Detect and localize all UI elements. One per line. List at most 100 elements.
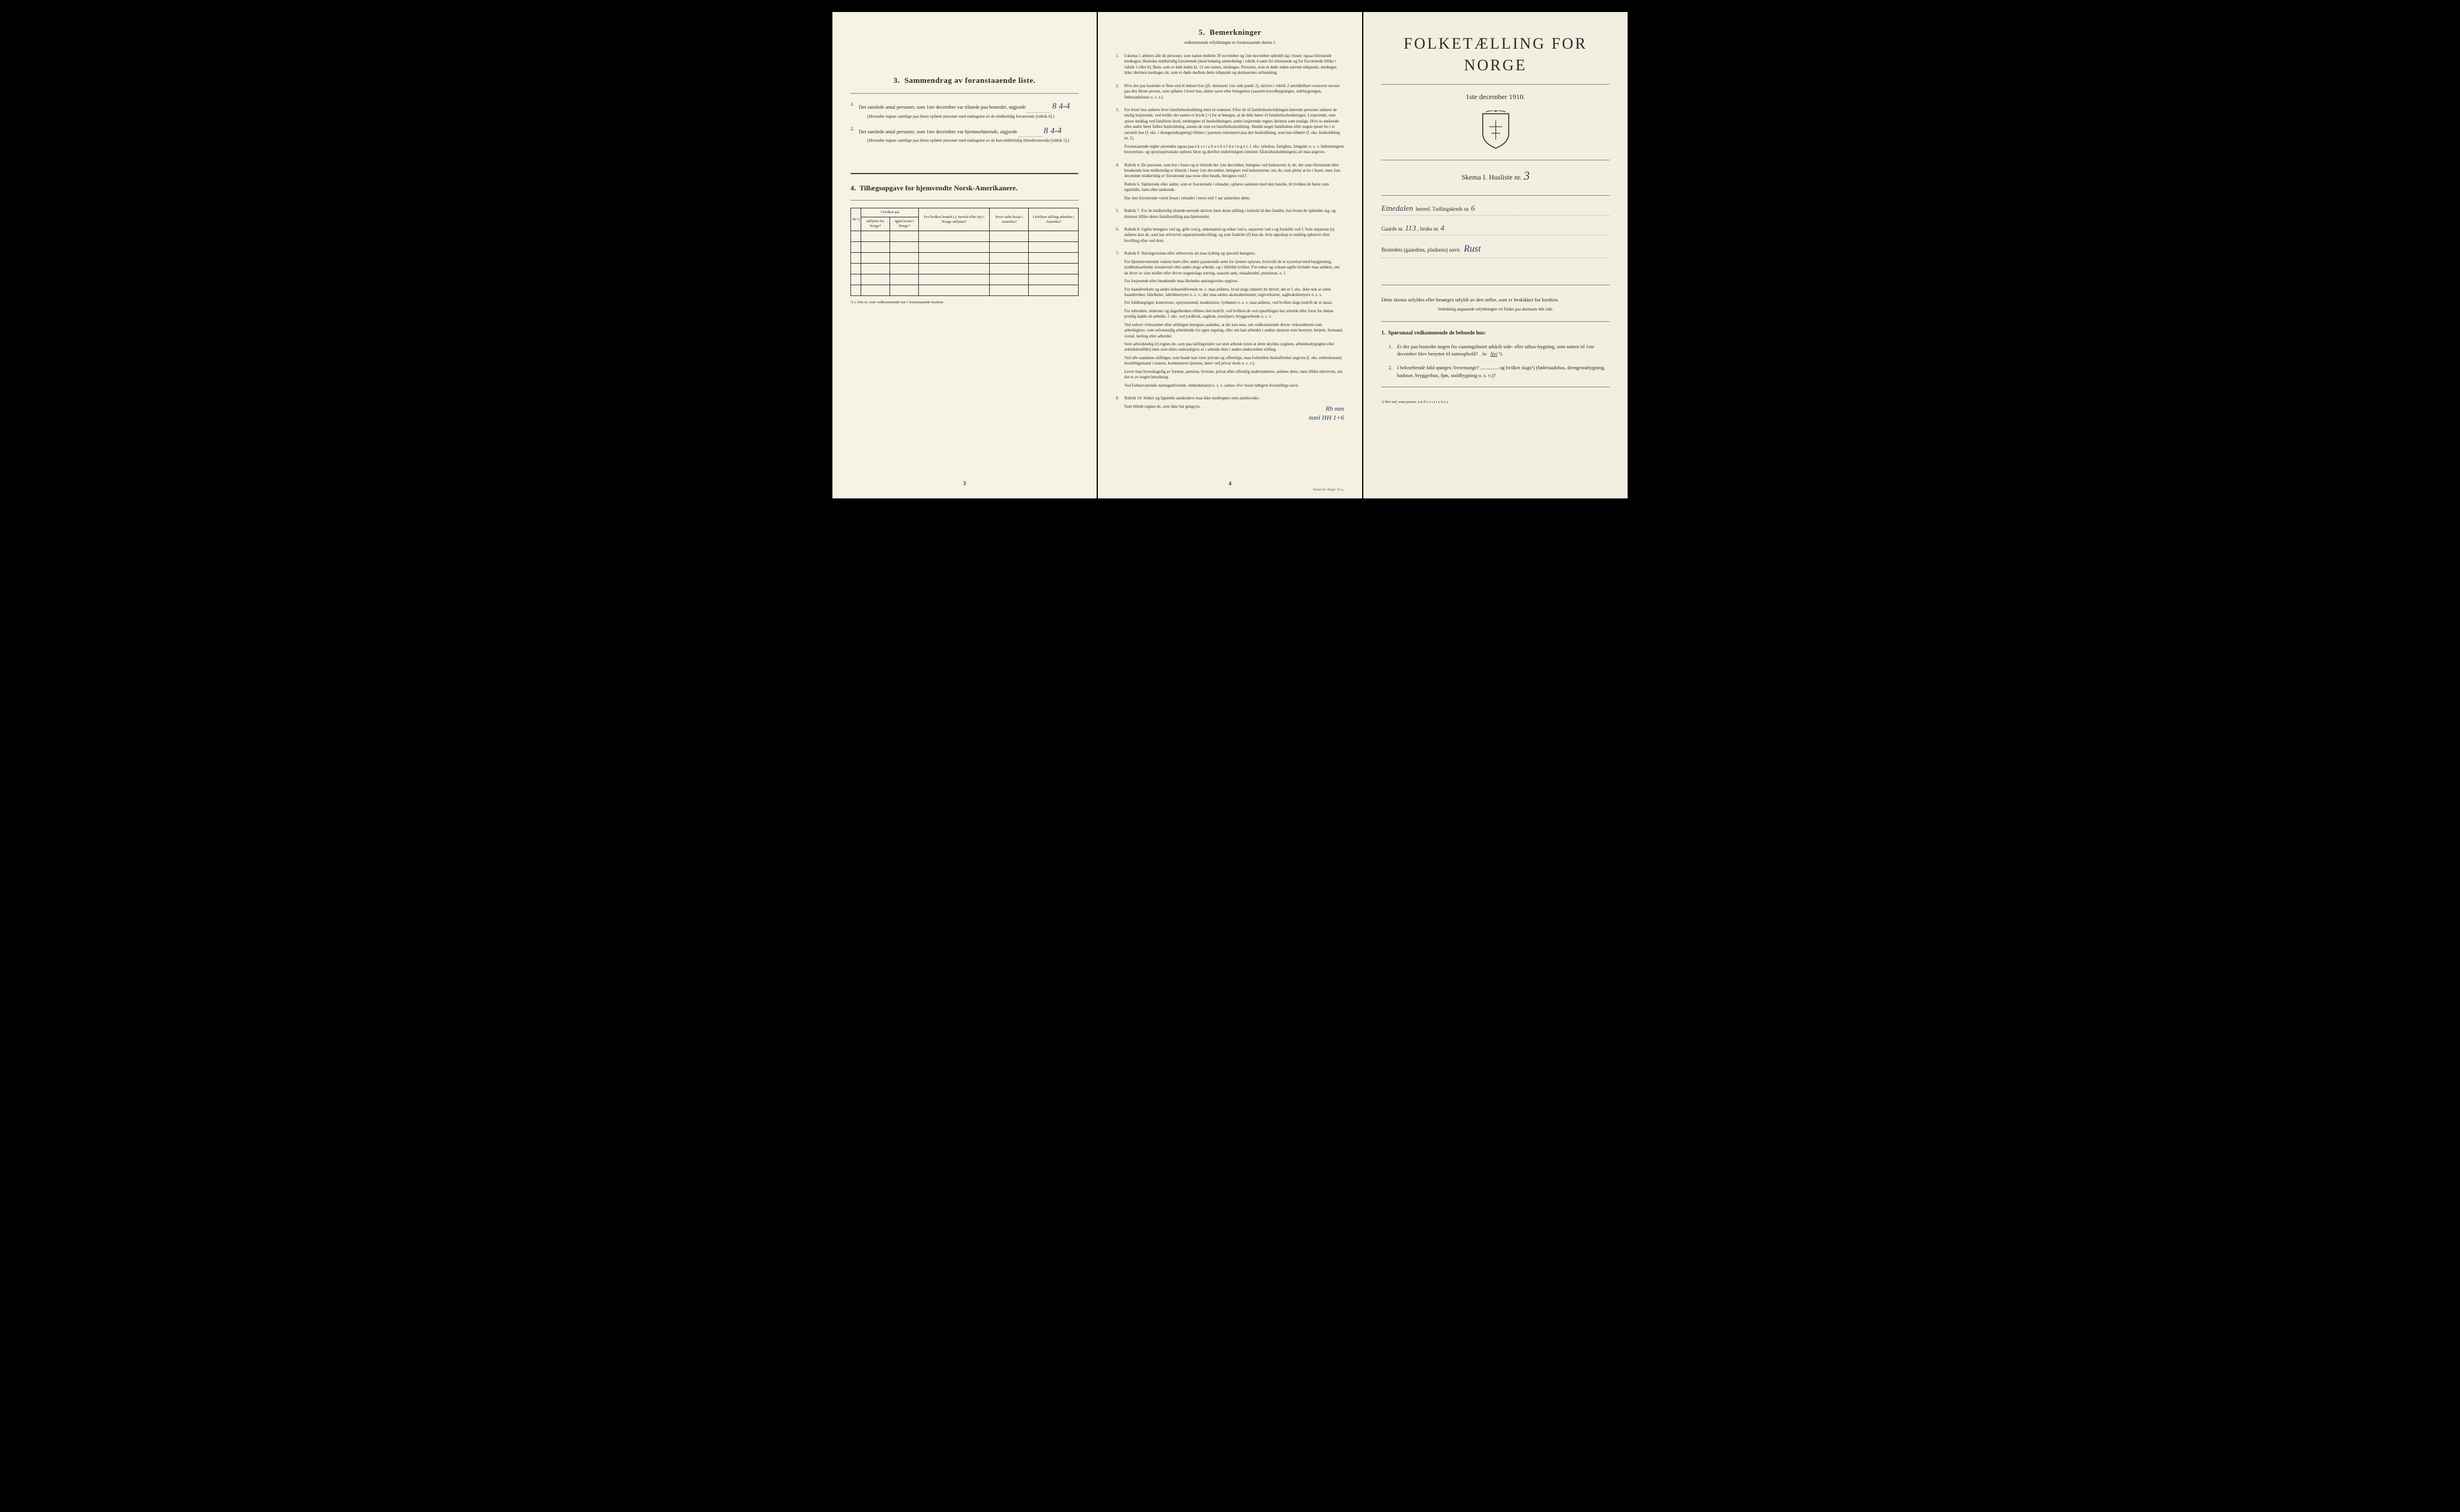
gaard-value1: 113: [1405, 223, 1416, 232]
note-num: 8.: [1116, 396, 1124, 412]
herred-line: Etnedalen herred. Tællingskreds nr. 6: [1381, 203, 1610, 216]
item2-note: (Herunder regnes samtlige paa listen opf…: [867, 138, 1079, 144]
right-footnote: ¹) Det ord, som passer, u n d e r s t r …: [1381, 399, 1610, 405]
note-paragraph: Ved alle saadanne stillinger, som baade …: [1124, 355, 1344, 367]
table-body: [851, 231, 1079, 295]
item1-text: Det samlede antal personer, som 1ste dec…: [859, 101, 1079, 119]
note-item: 2.Hvis der paa bostedet er flere end ét …: [1116, 83, 1344, 103]
item1-value: 8: [1052, 101, 1057, 113]
q1-text: Er der paa bostedet nogen fra vaaningshu…: [1397, 343, 1610, 358]
note-paragraph: Rubrik 4. De personer, som bor i huset o…: [1124, 163, 1344, 180]
bosted-line: Bostedets (gaardens, pladsens) navn Rust: [1381, 243, 1610, 258]
note-paragraph: Ved forhenværende næringsdrivende, embed…: [1124, 383, 1344, 389]
section5-num: 5.: [1199, 28, 1205, 37]
note-text: Rubrik 14. Sinker og lignende aandssløve…: [1124, 396, 1344, 412]
q1-nei: Nei: [1490, 351, 1497, 357]
item1-body: Det samlede antal personer, som 1ste dec…: [859, 104, 1026, 110]
section5-title: 5. Bemerkninger: [1116, 27, 1344, 38]
th-sidst: Hvor sidst bosat i Amerika?: [989, 208, 1028, 231]
note-paragraph: Rubrik 8. Ugifte betegnes ved ug, gifte …: [1124, 227, 1344, 244]
note-paragraph: For arbeidere, inderster og dagarbeidere…: [1124, 309, 1344, 320]
page-number-3: 3: [963, 480, 966, 488]
shield-icon: [1479, 110, 1512, 150]
section4-footnote: ¹) ɔ: Det nr. som vedkommende har i fora…: [850, 300, 1079, 305]
note-num: 7.: [1116, 251, 1124, 391]
table-row: [851, 263, 1079, 274]
note-paragraph: Hvis der paa bostedet er flere end ét be…: [1124, 83, 1344, 100]
page-middle: 5. Bemerkninger vedkommende utfyldningen…: [1098, 12, 1362, 498]
note-num: 2.: [1116, 83, 1124, 103]
note-paragraph: Har den fraværende været bosat i utlande…: [1124, 196, 1344, 201]
note-text: I skema 1 anføres alle de personer, som …: [1124, 53, 1344, 79]
note-paragraph: Foranstaaende regler anvendes ogsaa paa …: [1124, 144, 1344, 156]
section3-num: 3.: [894, 76, 900, 85]
q-header-text: Spørsmaal vedkommende de beboede hus:: [1388, 330, 1486, 336]
note-paragraph: Som blinde regnes de, som ikke har gangs…: [1124, 404, 1344, 410]
q2-num: 2.: [1389, 364, 1397, 380]
page-number-4: 4: [1229, 480, 1232, 488]
printer-imprint: Steen'ske Bogtr. Kr.a.: [1313, 488, 1344, 492]
table-row: [851, 241, 1079, 252]
item2-value: 8: [1044, 125, 1049, 138]
herred-value: Etnedalen: [1381, 204, 1413, 213]
note-text: Hvis der paa bostedet er flere end ét be…: [1124, 83, 1344, 103]
q1-ja: Ja: [1482, 351, 1486, 357]
section4-text: Tillægsopgave for hjemvendte Norsk-Ameri…: [859, 184, 1017, 192]
skema-line: Skema I. Husliste nr. 3: [1381, 168, 1610, 184]
th-utflyttet: utflyttet fra Norge?: [861, 217, 889, 231]
q1-note: ¹).: [1498, 351, 1503, 357]
divider: [1381, 321, 1610, 322]
item2-num: 2.: [850, 125, 859, 144]
divider: [850, 200, 1079, 201]
item2-text: Det samlede antal personer, som 1ste dec…: [859, 125, 1079, 144]
note-num: 5.: [1116, 208, 1124, 222]
item1-note: (Herunder regnes samtlige paa listen opf…: [867, 114, 1079, 119]
table-row: [851, 252, 1079, 263]
gaard-label2: , bruks nr.: [1417, 226, 1439, 232]
note-item: 5.Rubrik 7. For de midlertidig tilstedev…: [1116, 208, 1344, 222]
note-item: 8.Rubrik 14. Sinker og lignende aandsslø…: [1116, 396, 1344, 412]
divider: [1381, 84, 1610, 85]
note-text: Rubrik 4. De personer, som bor i huset o…: [1124, 163, 1344, 204]
section4-title: 4. Tillægsopgave for hjemvendte Norsk-Am…: [850, 183, 1079, 193]
th-aar: I hvilket aar: [861, 208, 919, 217]
divider: [850, 93, 1079, 94]
intro-sub: Veiledning angaaende utfyldningen vil fi…: [1381, 307, 1610, 313]
note-item: 3.For hvert hus anføres hver familiehush…: [1116, 107, 1344, 158]
section5-text: Bemerkninger: [1210, 28, 1261, 37]
note-paragraph: Lever man hovedsagelig av formue, pensio…: [1124, 369, 1344, 381]
questions-header: 1. Spørsmaal vedkommende de beboede hus:: [1381, 329, 1610, 337]
divider-bold: [850, 173, 1079, 175]
note-item: 4.Rubrik 4. De personer, som bor i huset…: [1116, 163, 1344, 204]
question-2: 2. I bekræftende fald spørges: hvormange…: [1389, 364, 1610, 380]
herred-label: herred. Tællingskreds nr.: [1416, 206, 1470, 212]
note-text: Rubrik 7. For de midlertidig tilstedevær…: [1124, 208, 1344, 222]
item2-body: Det samlede antal personer, som 1ste dec…: [859, 129, 1017, 135]
note-text: Rubrik 9. Næringsveiens eller erhvervets…: [1124, 251, 1344, 391]
note-paragraph: I skema 1 anføres alle de personer, som …: [1124, 53, 1344, 76]
section3-title: 3. Sammendrag av foranstaaende liste.: [850, 75, 1079, 86]
th-nr: Nr.¹): [851, 208, 861, 231]
th-bosted: Fra hvilket bosted (ɔ: herred eller by) …: [919, 208, 989, 231]
mark2: Rb mm: [1325, 405, 1344, 413]
note-num: 6.: [1116, 227, 1124, 246]
q-header-num: 1.: [1381, 330, 1386, 336]
note-text: For hvert hus anføres hver familiehushol…: [1124, 107, 1344, 158]
coat-of-arms: [1381, 110, 1610, 151]
table-row: [851, 231, 1079, 241]
fill-line: [1027, 107, 1051, 113]
skema-value: 3: [1523, 168, 1530, 184]
note-paragraph: Ved enhver virksomhet eller stillingen b…: [1124, 322, 1344, 339]
note-item: 6.Rubrik 8. Ugifte betegnes ved ug, gift…: [1116, 227, 1344, 246]
note-paragraph: For haandverkere og andre industridriven…: [1124, 287, 1344, 298]
mark3: mml HH 1+6: [1309, 414, 1344, 422]
note-paragraph: Rubrik 6. Sjøfarende eller andre, som er…: [1124, 182, 1344, 193]
gaard-label1: Gaards nr.: [1381, 226, 1404, 232]
th-igjen: igjen bosat i Norge?: [889, 217, 919, 231]
census-date: 1ste december 1910.: [1381, 92, 1610, 102]
section5-subtitle: vedkommende utfyldningen av foranstaaend…: [1116, 40, 1344, 46]
th-stilling: I hvilken stilling arbeidet i Amerika?: [1029, 208, 1079, 231]
note-paragraph: Som arbeidsledig (l) regnes de, som paa …: [1124, 342, 1344, 353]
note-paragraph: For losjerende eller besøkende maa likel…: [1124, 279, 1344, 284]
page-left: 3. Sammendrag av foranstaaende liste. 1.…: [832, 12, 1097, 498]
